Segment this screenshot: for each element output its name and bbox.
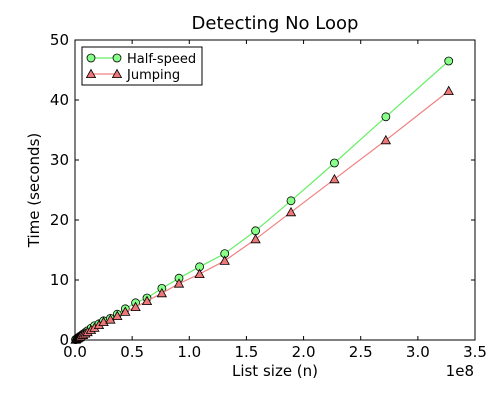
data-point-jumping — [443, 85, 454, 95]
data-point-jumping — [156, 287, 168, 298]
data-point-half-speed — [381, 112, 391, 122]
legend-label-half-speed: Half-speed — [127, 52, 196, 67]
data-point-jumping — [194, 268, 205, 279]
data-point-half-speed — [330, 158, 339, 168]
x-tick-label: 0.0 — [63, 343, 87, 361]
legend-marker-half-speed — [86, 53, 96, 63]
data-point-jumping — [173, 278, 185, 288]
x-tick-label: 2.0 — [292, 343, 316, 361]
x-tick-label: 3.5 — [463, 343, 487, 361]
data-point-jumping — [219, 255, 230, 265]
data-point-half-speed — [444, 56, 454, 66]
data-point-jumping — [329, 173, 340, 184]
x-tick-label: 3.0 — [406, 343, 430, 361]
x-tick-label: 1.0 — [177, 343, 201, 361]
x-scale-label: 1e8 — [446, 362, 474, 380]
chart-title: Detecting No Loop — [192, 13, 359, 34]
data-point-jumping — [380, 134, 392, 145]
data-point-jumping — [285, 206, 297, 217]
y-tick-label: 0 — [59, 331, 69, 349]
data-point-jumping — [141, 295, 153, 306]
data-point-jumping — [250, 233, 261, 244]
y-tick-label: 30 — [50, 151, 69, 169]
y-axis-label: Time (seconds) — [25, 133, 43, 249]
legend-marker-jumping — [111, 68, 123, 78]
data-point-half-speed — [251, 226, 260, 236]
data-point-jumping — [112, 310, 123, 321]
data-point-jumping — [120, 306, 131, 316]
plot-area: 0.0 0.5 1.0 1.5 2.0 2.5 3.0 3.5 0 10 20 30 40 50 — [50, 31, 487, 361]
legend-marker-half-speed — [112, 53, 122, 63]
y-tick-label: 50 — [50, 31, 69, 49]
data-point-half-speed — [286, 196, 296, 206]
legend-label-jumping: Jumping — [126, 68, 180, 83]
legend-box — [81, 46, 203, 86]
x-axis-label: List size (n) — [232, 362, 318, 380]
y-tick-label: 40 — [50, 91, 69, 109]
x-tick-label: 0.5 — [120, 343, 144, 361]
data-point-jumping — [130, 301, 141, 312]
y-tick-label: 20 — [50, 211, 69, 229]
x-tick-label: 2.5 — [349, 343, 373, 361]
legend-marker-jumping — [85, 68, 97, 78]
x-tick-label: 1.5 — [234, 343, 258, 361]
y-tick-label: 10 — [50, 271, 69, 289]
plot-frame — [74, 39, 476, 341]
